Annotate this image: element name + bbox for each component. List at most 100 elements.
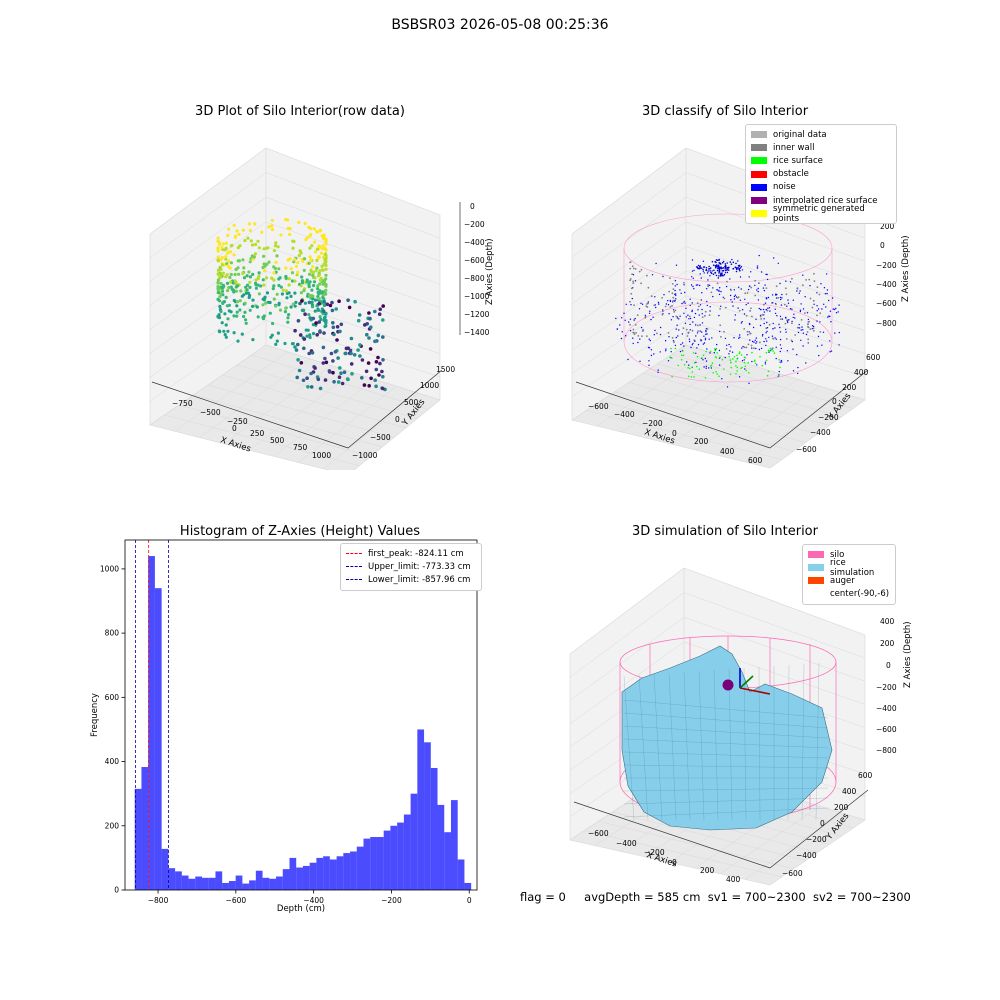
raw-point <box>324 267 328 271</box>
classify-point <box>818 354 820 357</box>
raw-point <box>245 283 250 287</box>
classify-point <box>690 376 693 378</box>
raw-point <box>327 369 332 373</box>
histogram-y-ticks: 0 200 400 600 800 1000 <box>100 564 125 895</box>
classify-point <box>724 356 726 359</box>
raw-point <box>313 276 317 280</box>
raw-point <box>323 278 327 282</box>
classify-point <box>802 345 804 347</box>
raw-point <box>337 375 342 379</box>
simulation-z-tick: 400 <box>880 617 895 626</box>
classify-point <box>624 319 626 321</box>
classify-point <box>779 331 782 333</box>
raw-point <box>308 316 312 320</box>
raw-point <box>311 331 316 336</box>
classify-point <box>733 355 736 358</box>
raw-point <box>339 322 344 327</box>
classify-point <box>689 304 691 307</box>
classify-point <box>625 335 627 337</box>
classify-point <box>808 320 810 323</box>
mesh-line <box>623 764 829 769</box>
legend-label: Upper_limit: -773.33 cm <box>368 561 471 572</box>
classify-point <box>649 310 651 312</box>
raw-point <box>297 368 302 373</box>
classify-point <box>705 367 707 369</box>
classify-point <box>751 347 753 349</box>
classify-point <box>729 373 732 376</box>
classify-point <box>648 364 650 366</box>
raw-point <box>293 258 297 262</box>
classify-point <box>779 344 782 346</box>
raw-point <box>335 325 340 329</box>
classify-point <box>701 357 703 359</box>
classify-point <box>685 316 687 318</box>
classify-point <box>708 314 711 316</box>
classify-point <box>709 275 711 277</box>
classify-point <box>718 266 721 268</box>
grid-line <box>571 270 687 351</box>
classify-point <box>718 293 721 296</box>
raw-point <box>216 288 220 292</box>
raw-point <box>254 283 258 287</box>
classify-point <box>707 270 709 272</box>
raw-point <box>241 258 245 262</box>
raw-point <box>296 270 300 274</box>
classify-point <box>681 302 683 305</box>
classify-point <box>702 359 704 361</box>
raw-point <box>322 331 326 335</box>
raw-z-tick: −600 <box>464 256 485 265</box>
classify-point <box>662 309 664 311</box>
raw-point <box>216 248 220 252</box>
classify-point <box>781 297 783 299</box>
classify-point <box>710 365 712 367</box>
classify-point <box>720 274 722 276</box>
classify-point <box>752 326 755 329</box>
legend-label: original data <box>773 129 827 140</box>
raw-point <box>251 304 255 308</box>
raw-axes-panes <box>149 147 441 470</box>
classify-x-ticks: −600 −400 −200 0 200 400 600 <box>588 402 763 465</box>
classify-point <box>730 361 732 364</box>
classify-point <box>791 340 793 343</box>
classify-point <box>682 350 684 352</box>
classify-point <box>738 268 740 271</box>
raw-point <box>272 271 276 275</box>
classify-point <box>721 270 724 272</box>
histogram-bar <box>289 857 297 890</box>
raw-point <box>308 255 312 259</box>
grid-line <box>685 221 866 285</box>
classify-point <box>637 335 640 337</box>
grid-line <box>248 372 354 451</box>
classify-point <box>665 348 667 350</box>
grid-line <box>273 379 375 457</box>
histogram-bar <box>430 767 438 890</box>
raw-point <box>244 285 248 289</box>
raw-point <box>303 301 307 305</box>
classify-point <box>637 341 639 344</box>
classify-point <box>701 322 704 324</box>
classify-point <box>759 315 762 318</box>
raw-point <box>235 314 239 318</box>
classify-point <box>700 267 703 269</box>
classify-point <box>650 295 653 298</box>
raw-point <box>279 233 283 237</box>
legend-swatch <box>808 591 824 598</box>
classify-point <box>765 338 767 340</box>
classify-point <box>713 269 715 272</box>
classify-point <box>713 352 715 354</box>
raw-point <box>269 335 273 339</box>
classify-point <box>703 266 706 268</box>
raw-point <box>338 366 342 370</box>
classify-point <box>697 284 699 286</box>
histogram-title: Histogram of Z-Axies (Height) Values <box>179 524 421 539</box>
classify-point <box>675 315 678 318</box>
raw-point <box>322 318 326 322</box>
classify-point <box>748 372 750 374</box>
classify-point <box>702 343 704 345</box>
classify-point <box>640 326 643 329</box>
grid-line <box>685 270 866 331</box>
classify-point <box>718 356 721 359</box>
classify-point <box>633 333 636 336</box>
raw-point <box>313 240 317 244</box>
raw-plot-title: 3D Plot of Silo Interior(row data) <box>195 104 405 119</box>
